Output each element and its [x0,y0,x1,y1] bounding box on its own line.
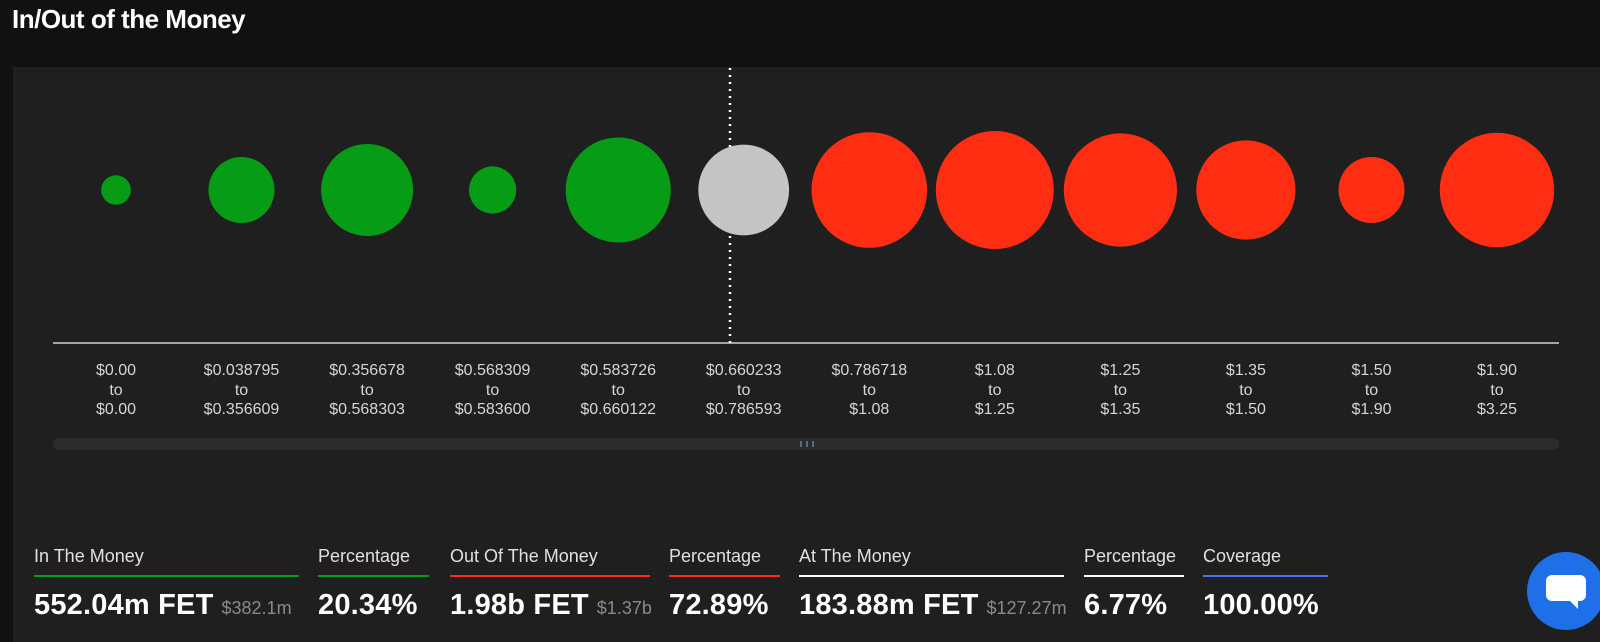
range-to: $1.90 [1351,401,1392,418]
range-from: $0.660233 [705,362,782,379]
stat-rule [450,575,650,577]
range-to: $0.356609 [203,401,280,418]
stat-rule [1084,575,1184,577]
bubble-out-8[interactable] [1063,133,1177,247]
stat-value: 72.89% [669,589,769,621]
range-joiner: to [1364,381,1379,399]
range-to: $1.50 [1225,401,1266,418]
range-from: $1.50 [1351,362,1392,379]
stat-usd-value: $127.27m [986,598,1067,618]
range-label: $1.35 to $1.50 [1186,361,1306,420]
stat-value: 552.04m FET [34,589,214,621]
range-label: $0.568309 to $0.583600 [433,361,553,420]
range-from: $0.786718 [831,362,908,379]
range-from: $1.90 [1476,362,1518,379]
stat-value: 100.00% [1203,589,1319,621]
range-label: $0.786718 to $1.08 [809,361,929,420]
range-joiner: to [109,381,123,399]
bubble-in-3[interactable] [469,166,517,214]
chat-bubble-icon [1546,575,1586,609]
range-to: $0.00 [95,401,137,418]
stat-in-percentage: Percentage 20.34% [318,546,429,622]
stat-rule [318,575,429,577]
page-title: In/Out of the Money [12,4,246,34]
stat-value: 6.77% [1084,589,1168,621]
range-label: $0.356678 to $0.568303 [307,361,427,420]
range-label: $0.583726 to $0.660122 [558,361,678,420]
range-joiner: to [1239,381,1253,399]
range-to: $0.583600 [454,401,531,418]
range-label: $0.038795 to $0.356609 [182,361,302,420]
range-label: $1.08 to $1.25 [935,361,1055,420]
stat-value: 183.88m FET [799,589,979,621]
stat-label: At The Money [799,546,911,566]
range-label: $0.660233 to $0.786593 [684,361,804,420]
range-joiner: to [234,381,249,399]
range-to: $0.786593 [705,401,782,418]
bubble-out-6[interactable] [811,132,928,248]
range-joiner: to [1490,381,1504,399]
chat-button[interactable] [1527,552,1600,630]
range-joiner: to [485,381,500,399]
stat-out-of-the-money: Out Of The Money 1.98b FET $1.37b [450,546,652,622]
bubble-at-5[interactable] [698,144,790,236]
chart-panel [13,67,1600,642]
stat-rule [799,575,1064,577]
stat-label: Percentage [669,546,762,566]
range-joiner: to [988,381,1002,399]
stat-usd-value: $1.37b [596,598,652,618]
stat-value: 20.34% [318,589,418,621]
bubble-out-11[interactable] [1439,132,1555,248]
stat-in-the-money: In The Money 552.04m FET $382.1m [34,546,299,622]
range-from: $0.568309 [454,362,531,379]
bubble-in-4[interactable] [565,137,671,243]
range-to: $3.25 [1476,401,1518,418]
stat-label: In The Money [34,546,144,566]
range-from: $1.35 [1225,362,1266,379]
scrollbar-grip-icon[interactable] [800,439,814,448]
stat-out-percentage: Percentage 72.89% [669,546,780,622]
bubble-in-2[interactable] [321,144,414,236]
stat-label: Percentage [1084,546,1177,566]
bubble-out-10[interactable] [1338,157,1405,223]
range-label: $1.25 to $1.35 [1060,361,1180,420]
stat-coverage: Coverage 100.00% [1203,546,1328,622]
range-to: $1.35 [1100,401,1141,418]
range-from: $1.08 [974,362,1015,379]
stat-rule [669,575,780,577]
range-label: $1.50 to $1.90 [1312,361,1432,420]
range-from: $0.038795 [203,362,280,379]
stat-label: Percentage [318,546,411,566]
bubble-out-7[interactable] [935,131,1054,249]
range-from: $0.356678 [329,362,405,379]
stat-value: 1.98b FET [450,589,589,621]
range-joiner: to [611,381,625,399]
range-to: $0.660122 [580,401,656,418]
stat-label: Coverage [1203,546,1282,566]
range-to: $1.25 [974,401,1015,418]
bubble-in-0[interactable] [101,175,131,205]
range-from: $1.25 [1100,362,1141,379]
range-joiner: to [737,381,751,399]
range-label: $1.90 to $3.25 [1437,361,1557,420]
range-to: $0.568303 [329,401,405,418]
stat-at-the-money: At The Money 183.88m FET $127.27m [799,546,1067,622]
range-to: $1.08 [849,401,890,418]
bubble-in-1[interactable] [208,157,275,223]
stat-rule [34,575,299,577]
range-joiner: to [360,381,374,399]
bubble-out-9[interactable] [1196,140,1296,240]
range-joiner: to [862,381,876,399]
stat-at-percentage: Percentage 6.77% [1084,546,1184,622]
range-label: $0.00 to $0.00 [56,361,176,420]
range-from: $0.00 [95,362,137,379]
stat-usd-value: $382.1m [221,598,292,618]
stat-label: Out Of The Money [450,546,598,566]
range-from: $0.583726 [580,362,656,379]
stat-rule [1203,575,1328,577]
range-joiner: to [1113,381,1128,399]
